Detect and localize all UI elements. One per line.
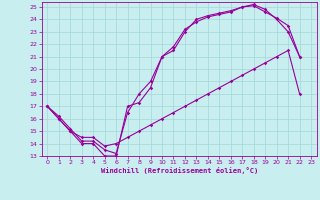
X-axis label: Windchill (Refroidissement éolien,°C): Windchill (Refroidissement éolien,°C) [100,167,258,174]
